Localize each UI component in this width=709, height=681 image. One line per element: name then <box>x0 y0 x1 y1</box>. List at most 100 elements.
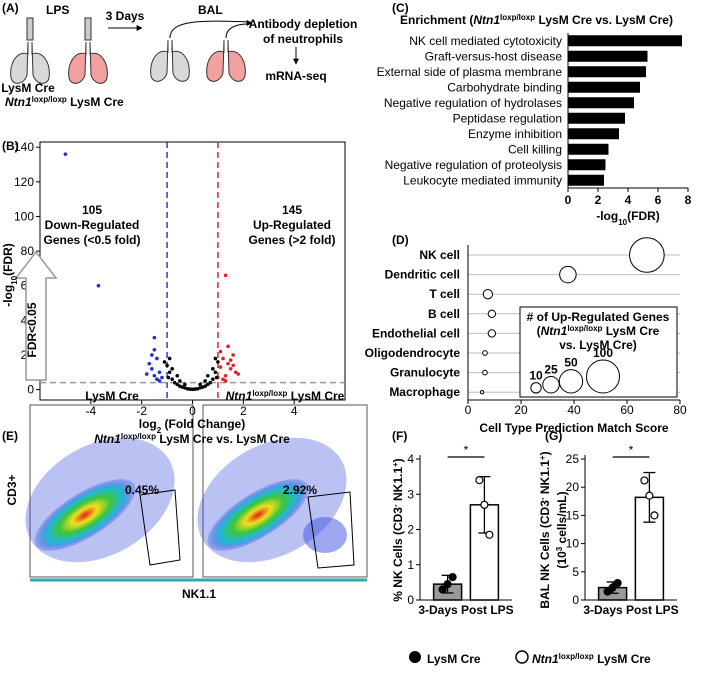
point <box>218 349 223 354</box>
threshold-arrow <box>14 250 58 381</box>
point <box>203 384 208 388</box>
label: of neutrophils <box>263 32 343 46</box>
bar <box>568 97 634 109</box>
x-tick-label: -2 <box>136 404 147 418</box>
text-part: (FDR) <box>627 209 660 223</box>
panel-label: (D) <box>392 233 409 247</box>
point <box>147 361 152 366</box>
legend-bubble <box>558 369 584 394</box>
text-part: # of Up-Regulated Genes <box>527 310 670 324</box>
lung-icon <box>150 39 190 82</box>
x-axis-title: NK1.1 <box>182 587 216 601</box>
label: LPS <box>46 3 69 17</box>
label: mRNA-seq <box>265 69 326 83</box>
flow-density <box>34 479 136 551</box>
plot-title: Ntn1loxp/loxp LysM Cre <box>226 389 345 404</box>
annotation: Genes (>2 fold) <box>248 233 335 247</box>
point <box>144 372 149 376</box>
data-point <box>613 578 622 588</box>
lung-icon <box>10 41 50 84</box>
x-tick-label: 3-Days Post LPS <box>583 603 678 617</box>
x-tick-label: 4 <box>291 404 298 418</box>
point <box>155 356 159 361</box>
text-part: loxp/loxp <box>567 324 602 333</box>
y-tick-label: 120 <box>14 175 34 189</box>
bar <box>568 143 609 155</box>
x-axis-title: -log10(FDR) <box>596 209 660 227</box>
x-tick-label: 60 <box>620 403 634 417</box>
annotation: Up-Regulated <box>253 218 331 232</box>
y-axis-title: (103 cells/mL) <box>555 491 570 568</box>
category-label: B cell <box>428 307 460 321</box>
x-tick-label: 8 <box>685 193 692 207</box>
text-part: (Fold Change) <box>161 417 245 431</box>
legend-title: vs. LysM Cre) <box>559 338 637 352</box>
annotation: 145 <box>282 203 302 217</box>
category-label: Enzyme inhibition <box>468 127 562 141</box>
gate-label: 0.45% <box>125 483 159 497</box>
category-label: NK cell mediated cytotoxicity <box>409 34 562 48</box>
text-part: Ntn1 <box>532 652 559 666</box>
panel-a <box>10 17 299 84</box>
label: LysM Cre <box>1 81 55 95</box>
x-tick-label: 2 <box>240 404 247 418</box>
bar <box>568 112 625 124</box>
text-part: Ntn1 <box>5 95 32 109</box>
text-part: + <box>538 455 547 460</box>
y-tick-label: 0 <box>572 593 579 607</box>
data-point <box>443 580 452 589</box>
category-label: Carbohydrate binding <box>447 80 562 94</box>
x-tick-label: 40 <box>567 403 581 417</box>
point <box>221 356 225 361</box>
legend-title: # of Up-Regulated Genes <box>527 310 670 324</box>
text-part: ) <box>538 451 552 455</box>
point <box>155 377 159 382</box>
bar <box>568 174 604 186</box>
data-point <box>650 511 659 520</box>
x-tick-label: 4 <box>625 193 632 207</box>
legend-title: (Ntn1loxp/loxp LysM Cre <box>537 324 660 339</box>
text-part: cells/mL) <box>555 491 569 546</box>
text-part: (FDR) <box>1 243 15 276</box>
category-label: Macrophage <box>389 385 460 399</box>
point <box>96 283 101 288</box>
text-part: NK1.1 <box>538 460 552 498</box>
text-part: LysM Cre vs. LysM Cre <box>156 432 290 446</box>
text-part: 10 <box>618 218 627 227</box>
lung-icon <box>206 39 246 82</box>
category-label: Dendritic cell <box>385 268 460 282</box>
point <box>198 382 202 387</box>
text-part: -log <box>1 285 15 307</box>
label: BAL <box>198 3 223 17</box>
data-point <box>438 585 447 594</box>
point <box>183 382 187 387</box>
point <box>175 382 180 387</box>
point <box>152 335 157 340</box>
data-point <box>640 476 649 485</box>
bar <box>568 128 619 140</box>
point <box>233 370 238 375</box>
text-part: loxp/loxp <box>559 652 594 661</box>
bar <box>568 66 646 78</box>
lung-icon <box>68 41 108 84</box>
bubble <box>482 289 494 300</box>
x-tick-label: 2 <box>595 193 602 207</box>
point <box>205 382 210 387</box>
point <box>203 379 208 383</box>
point <box>150 367 154 371</box>
text-part: LysM Cre <box>594 652 651 666</box>
category-label: Negative regulation of hydrolases <box>384 96 562 110</box>
bar <box>568 159 606 171</box>
text-part: Ntn1 <box>473 13 500 27</box>
text-part: log <box>139 417 157 431</box>
text-part: - <box>391 504 400 507</box>
legend-marker <box>409 651 421 663</box>
legend-bubble <box>542 376 560 394</box>
point <box>152 347 157 352</box>
text-part: - <box>538 497 547 500</box>
text-part: % NK Cells (CD3 <box>391 507 405 602</box>
y-tick-label: 4 <box>407 452 414 466</box>
point <box>214 375 219 380</box>
point <box>170 367 174 371</box>
point <box>167 370 172 375</box>
